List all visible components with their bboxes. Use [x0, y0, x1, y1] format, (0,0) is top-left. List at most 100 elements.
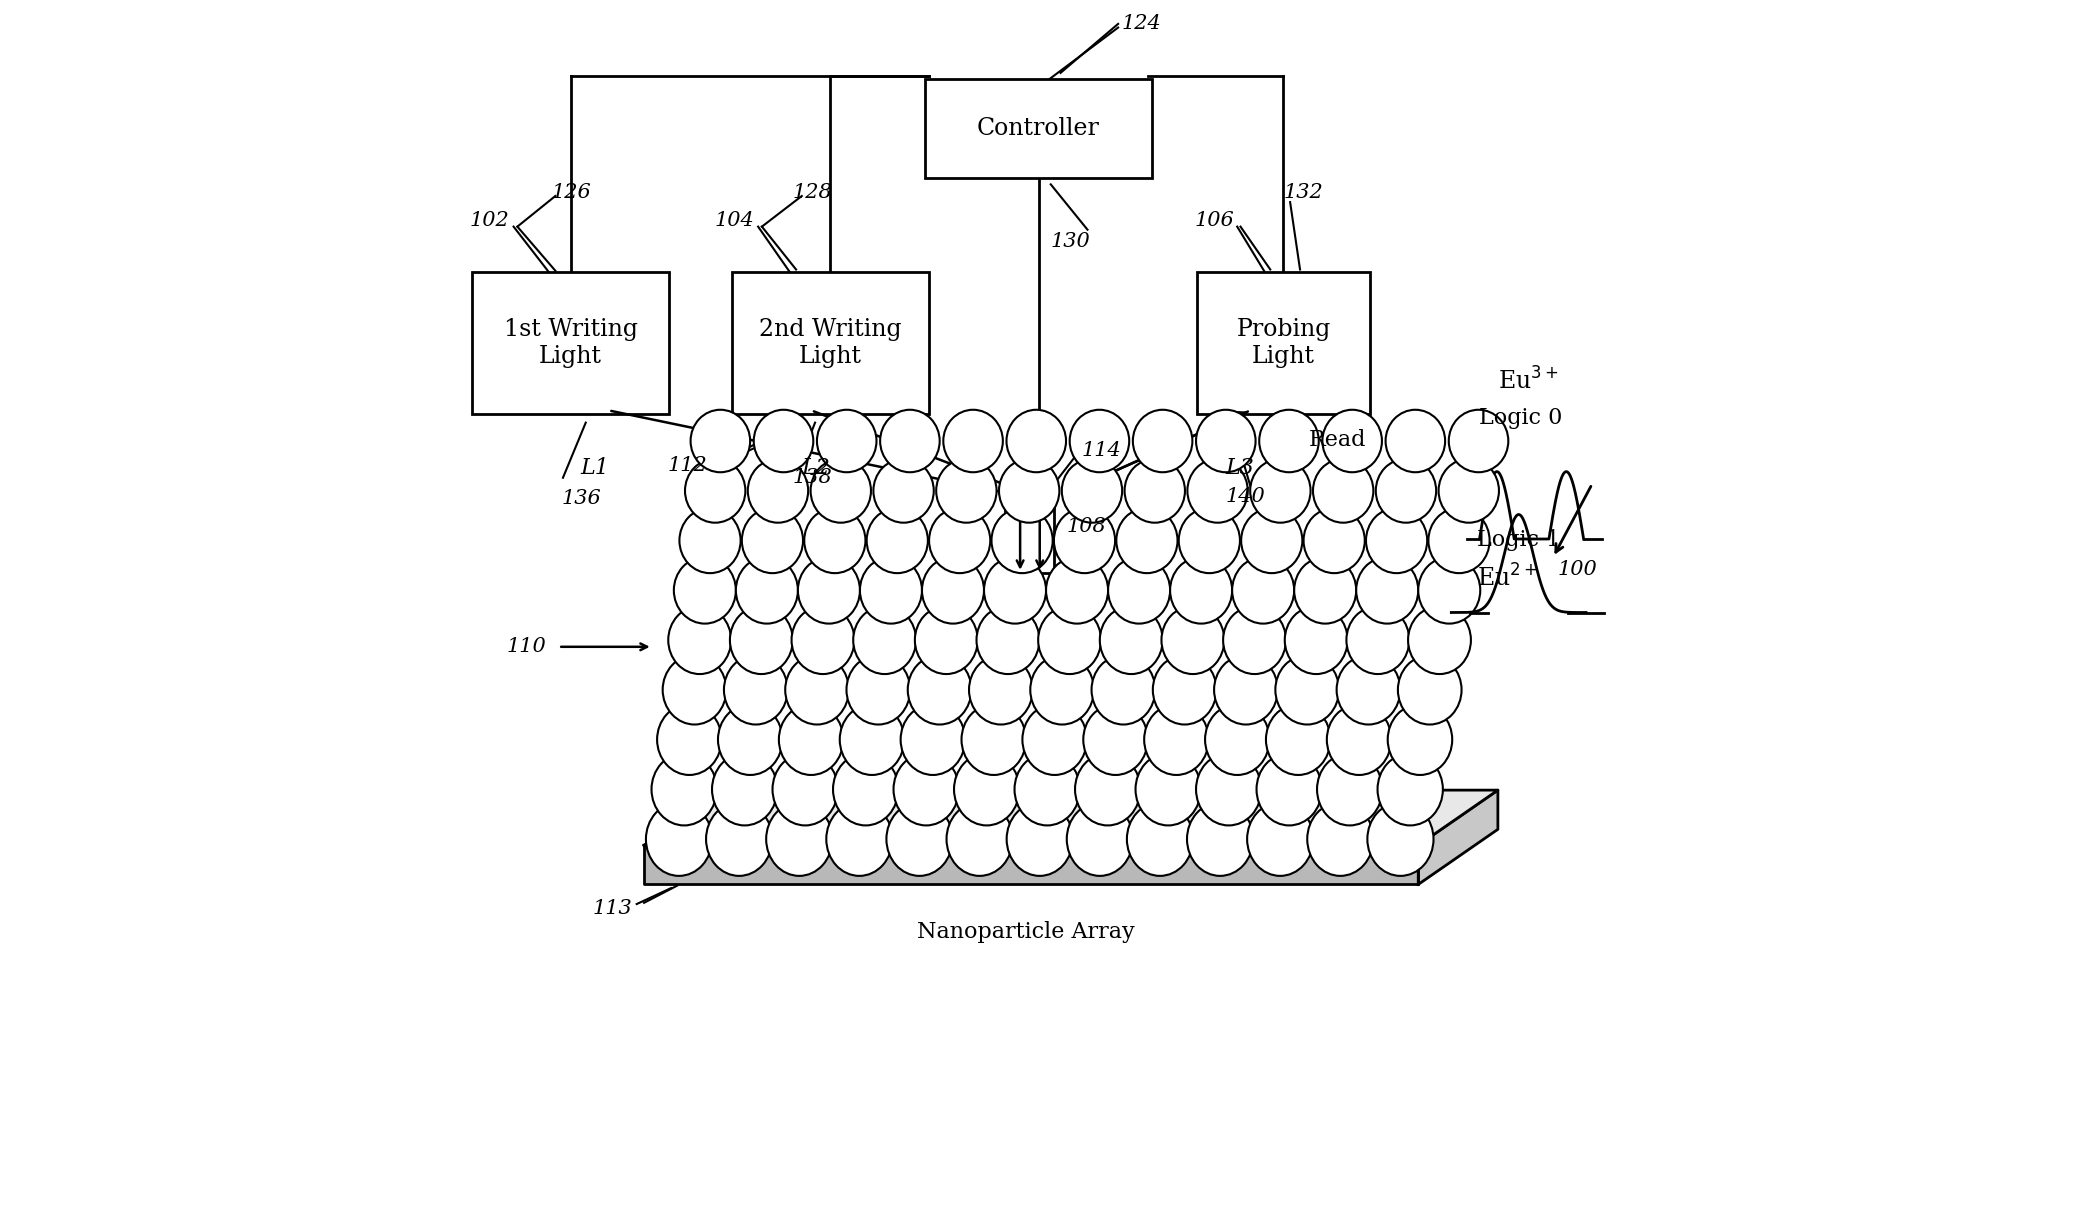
- Text: Eu$^{3+}$: Eu$^{3+}$: [1498, 368, 1558, 394]
- Ellipse shape: [669, 606, 731, 674]
- Ellipse shape: [1367, 508, 1427, 573]
- Ellipse shape: [656, 704, 721, 775]
- Ellipse shape: [839, 704, 903, 775]
- Ellipse shape: [854, 606, 916, 674]
- Text: L3: L3: [1225, 457, 1255, 479]
- Ellipse shape: [729, 606, 793, 674]
- Ellipse shape: [970, 655, 1032, 724]
- Ellipse shape: [690, 409, 750, 472]
- Text: 130: 130: [1051, 233, 1090, 251]
- Text: 2nd Writing
Light: 2nd Writing Light: [758, 318, 901, 368]
- Ellipse shape: [928, 508, 991, 573]
- FancyBboxPatch shape: [924, 78, 1153, 178]
- Ellipse shape: [1306, 802, 1373, 876]
- Ellipse shape: [1215, 655, 1277, 724]
- Ellipse shape: [1084, 704, 1149, 775]
- Ellipse shape: [1450, 409, 1508, 472]
- Text: 138: 138: [791, 468, 833, 488]
- Text: Controller: Controller: [976, 118, 1101, 140]
- Ellipse shape: [719, 704, 783, 775]
- Text: 126: 126: [552, 183, 592, 202]
- Ellipse shape: [1286, 606, 1348, 674]
- Polygon shape: [1419, 790, 1498, 884]
- Ellipse shape: [1246, 802, 1313, 876]
- Text: L1: L1: [579, 457, 609, 479]
- Ellipse shape: [1346, 606, 1410, 674]
- Ellipse shape: [754, 409, 814, 472]
- Polygon shape: [644, 790, 1498, 845]
- Ellipse shape: [663, 655, 727, 724]
- Ellipse shape: [1196, 753, 1261, 826]
- Ellipse shape: [901, 704, 966, 775]
- Ellipse shape: [1338, 655, 1400, 724]
- Ellipse shape: [866, 508, 928, 573]
- Ellipse shape: [1356, 557, 1419, 624]
- Ellipse shape: [735, 557, 798, 624]
- Ellipse shape: [646, 802, 712, 876]
- Ellipse shape: [1188, 802, 1252, 876]
- Text: Eu$^{2+}$: Eu$^{2+}$: [1477, 565, 1537, 592]
- Polygon shape: [644, 845, 1419, 884]
- Ellipse shape: [1014, 753, 1080, 826]
- Ellipse shape: [1294, 557, 1356, 624]
- Ellipse shape: [1076, 753, 1140, 826]
- Ellipse shape: [887, 802, 953, 876]
- Ellipse shape: [1250, 459, 1311, 523]
- Ellipse shape: [766, 802, 833, 876]
- Ellipse shape: [976, 606, 1038, 674]
- Ellipse shape: [741, 508, 804, 573]
- Ellipse shape: [1136, 753, 1201, 826]
- Ellipse shape: [779, 704, 843, 775]
- Ellipse shape: [827, 802, 893, 876]
- Text: 1st Writing
Light: 1st Writing Light: [503, 318, 638, 368]
- Ellipse shape: [1375, 459, 1435, 523]
- Text: L2: L2: [802, 457, 831, 479]
- Ellipse shape: [893, 753, 960, 826]
- FancyBboxPatch shape: [1005, 505, 1055, 572]
- Ellipse shape: [914, 606, 978, 674]
- Ellipse shape: [1323, 409, 1381, 472]
- Ellipse shape: [1007, 409, 1066, 472]
- Text: 140: 140: [1225, 486, 1265, 506]
- Ellipse shape: [1257, 753, 1321, 826]
- Text: 102: 102: [469, 211, 509, 230]
- Ellipse shape: [874, 459, 935, 523]
- Ellipse shape: [1180, 508, 1240, 573]
- Ellipse shape: [1267, 704, 1331, 775]
- Ellipse shape: [1223, 606, 1286, 674]
- Text: 132: 132: [1284, 183, 1323, 202]
- FancyBboxPatch shape: [471, 272, 669, 414]
- Ellipse shape: [1115, 508, 1178, 573]
- Ellipse shape: [1377, 753, 1444, 826]
- Ellipse shape: [1068, 802, 1132, 876]
- Ellipse shape: [1101, 606, 1163, 674]
- Ellipse shape: [953, 753, 1020, 826]
- Ellipse shape: [1053, 508, 1115, 573]
- Ellipse shape: [1385, 409, 1446, 472]
- Ellipse shape: [1038, 606, 1101, 674]
- Text: 110: 110: [507, 637, 546, 657]
- Ellipse shape: [1205, 704, 1269, 775]
- Ellipse shape: [1153, 655, 1217, 724]
- Text: Logic 1: Logic 1: [1477, 529, 1560, 551]
- Text: Probing
Light: Probing Light: [1236, 318, 1331, 368]
- Ellipse shape: [1030, 655, 1095, 724]
- Ellipse shape: [1408, 606, 1471, 674]
- Text: 100: 100: [1558, 560, 1597, 579]
- Ellipse shape: [1367, 802, 1433, 876]
- Ellipse shape: [1304, 508, 1365, 573]
- Ellipse shape: [1387, 704, 1452, 775]
- Ellipse shape: [1144, 704, 1209, 775]
- Ellipse shape: [773, 753, 837, 826]
- Ellipse shape: [1128, 802, 1192, 876]
- Ellipse shape: [908, 655, 972, 724]
- Ellipse shape: [804, 508, 866, 573]
- Ellipse shape: [785, 655, 849, 724]
- Ellipse shape: [1188, 459, 1248, 523]
- Text: 128: 128: [791, 183, 833, 202]
- Text: Logic 0: Logic 0: [1479, 407, 1562, 429]
- Ellipse shape: [1317, 753, 1383, 826]
- Ellipse shape: [937, 459, 997, 523]
- Ellipse shape: [673, 557, 735, 624]
- Text: 104: 104: [714, 211, 754, 230]
